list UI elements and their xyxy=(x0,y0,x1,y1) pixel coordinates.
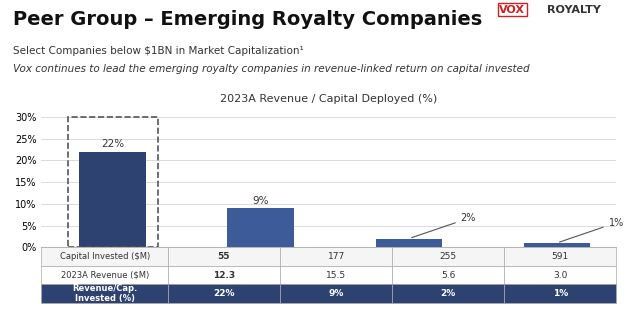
Bar xyxy=(79,152,146,247)
Text: 1%: 1% xyxy=(559,218,624,242)
Bar xyxy=(42,266,168,284)
Text: 22%: 22% xyxy=(213,289,235,298)
Text: 15.5: 15.5 xyxy=(326,271,346,280)
Text: 2023A Revenue ($M): 2023A Revenue ($M) xyxy=(61,271,149,280)
Text: Revenue/Cap.
Invested (%): Revenue/Cap. Invested (%) xyxy=(72,284,138,303)
Text: Vox continues to lead the emerging royalty companies in revenue-linked return on: Vox continues to lead the emerging royal… xyxy=(13,64,529,73)
Bar xyxy=(168,266,280,284)
Bar xyxy=(524,243,590,247)
Bar xyxy=(504,284,616,303)
Bar xyxy=(42,247,168,266)
Text: 12.3: 12.3 xyxy=(213,271,235,280)
Title: 2023A Revenue / Capital Deployed (%): 2023A Revenue / Capital Deployed (%) xyxy=(220,94,438,105)
Text: 55: 55 xyxy=(218,252,230,261)
Text: 2%: 2% xyxy=(412,213,476,238)
Text: 5.6: 5.6 xyxy=(441,271,456,280)
Bar xyxy=(168,284,280,303)
Text: 3.0: 3.0 xyxy=(553,271,568,280)
Bar xyxy=(392,247,504,266)
Bar xyxy=(280,284,392,303)
Bar xyxy=(504,247,616,266)
Text: VOX: VOX xyxy=(499,5,525,15)
Bar xyxy=(42,284,168,303)
Text: Select Companies below $1BN in Market Capitalization¹: Select Companies below $1BN in Market Ca… xyxy=(13,46,303,56)
Bar xyxy=(376,238,442,247)
Bar xyxy=(280,266,392,284)
Text: 255: 255 xyxy=(440,252,457,261)
Text: 9%: 9% xyxy=(253,196,269,206)
Bar xyxy=(227,208,294,247)
Text: ROYALTY: ROYALTY xyxy=(547,5,601,15)
Text: 22%: 22% xyxy=(101,139,124,149)
Text: 9%: 9% xyxy=(328,289,344,298)
Text: 177: 177 xyxy=(328,252,345,261)
Text: Capital Invested ($M): Capital Invested ($M) xyxy=(60,252,150,261)
Bar xyxy=(504,266,616,284)
Text: 591: 591 xyxy=(552,252,569,261)
Bar xyxy=(168,247,280,266)
Text: Peer Group – Emerging Royalty Companies: Peer Group – Emerging Royalty Companies xyxy=(13,10,482,29)
Bar xyxy=(392,284,504,303)
Text: 1%: 1% xyxy=(553,289,568,298)
Text: 2%: 2% xyxy=(440,289,456,298)
Bar xyxy=(280,247,392,266)
Bar xyxy=(392,266,504,284)
Bar xyxy=(68,117,158,247)
